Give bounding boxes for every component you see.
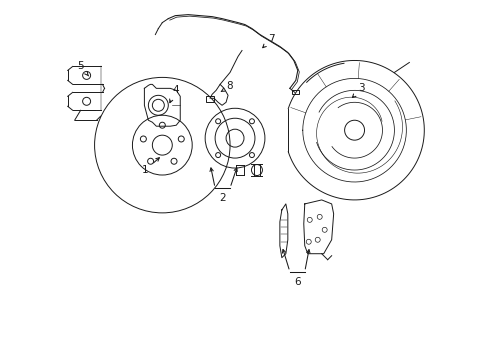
Text: 2: 2 <box>218 193 225 203</box>
Text: 5: 5 <box>77 62 88 76</box>
Bar <box>206 96 214 102</box>
Text: 8: 8 <box>221 81 233 91</box>
Text: 3: 3 <box>352 84 364 98</box>
Bar <box>291 90 298 94</box>
Text: 1: 1 <box>142 158 159 175</box>
Text: 7: 7 <box>262 33 275 48</box>
Text: 4: 4 <box>169 85 178 103</box>
Text: 6: 6 <box>294 276 301 287</box>
